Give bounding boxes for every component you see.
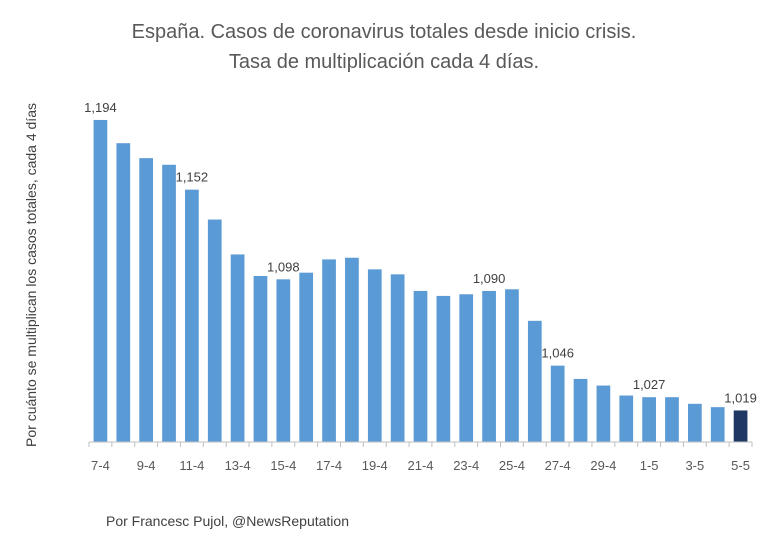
- bar-16-4: [299, 272, 314, 442]
- bar-21-4: [413, 290, 428, 442]
- credit-text: Por Francesc Pujol, @NewsReputation: [106, 513, 349, 529]
- bar-24-4: [482, 290, 496, 442]
- bar-group: [93, 119, 748, 443]
- x-tick-label-15-4: 15-4: [270, 458, 296, 473]
- x-tick-label-13-4: 13-4: [225, 458, 251, 473]
- bar-27-4: [550, 365, 565, 442]
- x-tick-label-7-4: 7-4: [91, 458, 110, 473]
- bar-25-4: [505, 289, 519, 442]
- x-tick-label-27-4: 27-4: [545, 458, 571, 473]
- bar-29-4: [596, 385, 611, 442]
- bar-15-4: [276, 279, 291, 442]
- bar-10-4: [162, 164, 176, 442]
- bar-17-4: [322, 259, 336, 442]
- bar-19-4: [367, 269, 382, 442]
- bar-28-4: [573, 378, 588, 442]
- bar-8-4: [116, 143, 131, 442]
- x-tick-label-1-5: 1-5: [640, 458, 659, 473]
- chart-subtitle: Tasa de multiplicación cada 4 días.: [229, 51, 539, 73]
- y-axis-label: Por cuánto se multiplican los casos tota…: [23, 103, 39, 447]
- x-tick-label-25-4: 25-4: [499, 458, 525, 473]
- data-label-7-4: 1,194: [84, 100, 117, 115]
- x-tick-label-23-4: 23-4: [453, 458, 479, 473]
- bar-4-5: [710, 407, 725, 442]
- data-label-27-4: 1,046: [541, 346, 574, 361]
- tick-group: 7-4 9-4 11-4 13-4 15-4 17-4 19-4 21-4 23-4 25-4 27…: [88, 442, 753, 473]
- data-label-1-5: 1,027: [633, 377, 666, 392]
- x-tick-label-3-5: 3-5: [685, 458, 704, 473]
- bar-20-4: [390, 274, 405, 442]
- x-tick-label-9-4: 9-4: [137, 458, 156, 473]
- bar-3-5: [687, 403, 702, 442]
- x-tick-label-21-4: 21-4: [407, 458, 433, 473]
- data-label-group: 1,194 1,152 1,098 1,090 1,046 1,027 1,019: [84, 100, 757, 405]
- bar-5-5: [733, 410, 748, 442]
- bar-22-4: [436, 295, 451, 442]
- data-label-5-5: 1,019: [724, 390, 757, 405]
- x-tick-label-5-5: 5-5: [731, 458, 750, 473]
- data-label-15-4: 1,098: [267, 259, 300, 274]
- x-tick-label-29-4: 29-4: [590, 458, 616, 473]
- x-tick-label-11-4: 11-4: [179, 458, 204, 473]
- bar-1-5: [642, 397, 656, 442]
- bar-12-4: [207, 219, 222, 442]
- bar-18-4: [345, 257, 359, 442]
- bar-26-4: [527, 320, 542, 442]
- bar-13-4: [230, 254, 245, 442]
- bar-7-4: [93, 119, 108, 443]
- bar-9-4: [139, 158, 154, 442]
- bar-2-5: [665, 397, 679, 442]
- x-tick-label-17-4: 17-4: [316, 458, 342, 473]
- x-tick-label-19-4: 19-4: [362, 458, 388, 473]
- bar-14-4: [253, 276, 268, 442]
- data-label-24-4: 1,090: [473, 271, 506, 286]
- bar-23-4: [459, 294, 474, 442]
- bar-11-4: [185, 189, 199, 442]
- bar-30-4: [619, 395, 634, 442]
- data-label-11-4: 1,152: [176, 170, 209, 185]
- chart-title: España. Casos de coronavirus totales des…: [132, 21, 637, 43]
